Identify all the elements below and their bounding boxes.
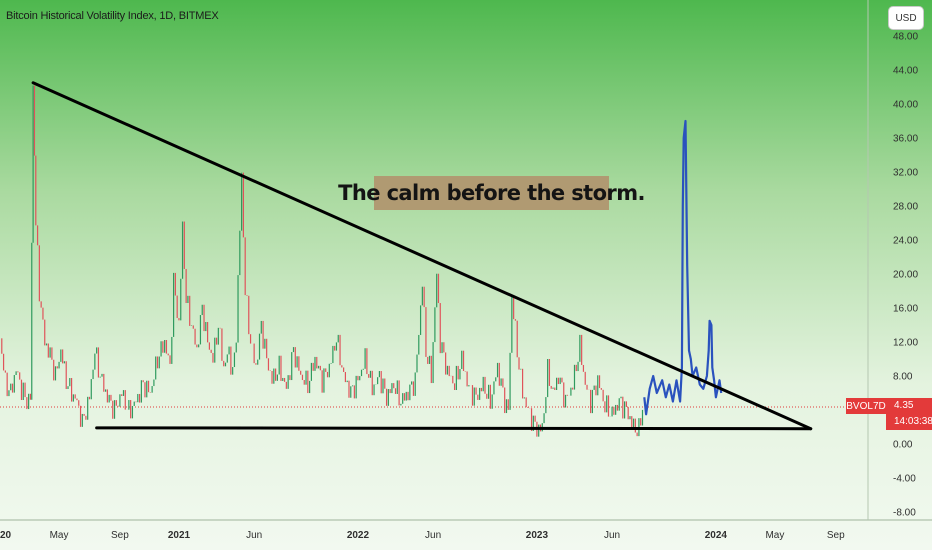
x-tick-label: 2023 xyxy=(526,530,549,541)
trendlines xyxy=(31,81,813,431)
x-tick-label: 2022 xyxy=(347,530,370,541)
x-tick-label: Sep xyxy=(827,530,845,541)
price-label-value: 4.35 xyxy=(894,400,914,411)
y-axis[interactable]: 48.00 44.00 40.00 36.00 32.00 28.00 24.00 20.00… xyxy=(893,32,918,519)
y-tick-label: 0.00 xyxy=(893,440,913,451)
x-tick-label: May xyxy=(50,530,69,541)
y-tick-label: -4.00 xyxy=(893,474,916,485)
annotation-label[interactable]: The calm before the storm. xyxy=(338,176,645,210)
price-label-box: 4.35 14:03:38 xyxy=(886,398,932,430)
x-tick-label: Jun xyxy=(425,530,441,541)
currency-button[interactable]: USD xyxy=(888,6,924,30)
y-tick-label: 32.00 xyxy=(893,168,918,179)
price-label-symbol: BVOL7D xyxy=(846,398,886,414)
price-label-countdown: 14:03:38 xyxy=(894,416,932,427)
y-tick-label: 36.00 xyxy=(893,134,918,145)
y-tick-label: 48.00 xyxy=(893,32,918,43)
x-tick-label: May xyxy=(765,530,784,541)
x-axis[interactable]: 2020 May Sep 2021 Jun 2022 Jun 2023 Jun 2024 May Se… xyxy=(0,530,845,541)
trendline[interactable] xyxy=(95,426,813,431)
x-tick-label: 2024 xyxy=(705,530,728,541)
chart-title: Bitcoin Historical Volatility Index, 1D,… xyxy=(6,10,219,22)
recent-series-line xyxy=(643,119,723,416)
y-tick-label: 28.00 xyxy=(893,202,918,213)
y-tick-label: 16.00 xyxy=(893,304,918,315)
trendline[interactable] xyxy=(31,81,813,431)
x-tick-label: Jun xyxy=(246,530,262,541)
series-layer xyxy=(1,85,723,437)
y-tick-label: 44.00 xyxy=(893,66,918,77)
y-tick-label: 20.00 xyxy=(893,270,918,281)
x-tick-label: 2021 xyxy=(168,530,191,541)
x-tick-label: 2020 xyxy=(0,530,12,541)
x-tick-label: Jun xyxy=(604,530,620,541)
y-tick-label: -8.00 xyxy=(893,508,916,519)
x-tick-label: Sep xyxy=(111,530,129,541)
y-tick-label: 40.00 xyxy=(893,100,918,111)
y-tick-label: 12.00 xyxy=(893,338,918,349)
y-tick-label: 8.00 xyxy=(893,372,913,383)
y-tick-label: 24.00 xyxy=(893,236,918,247)
